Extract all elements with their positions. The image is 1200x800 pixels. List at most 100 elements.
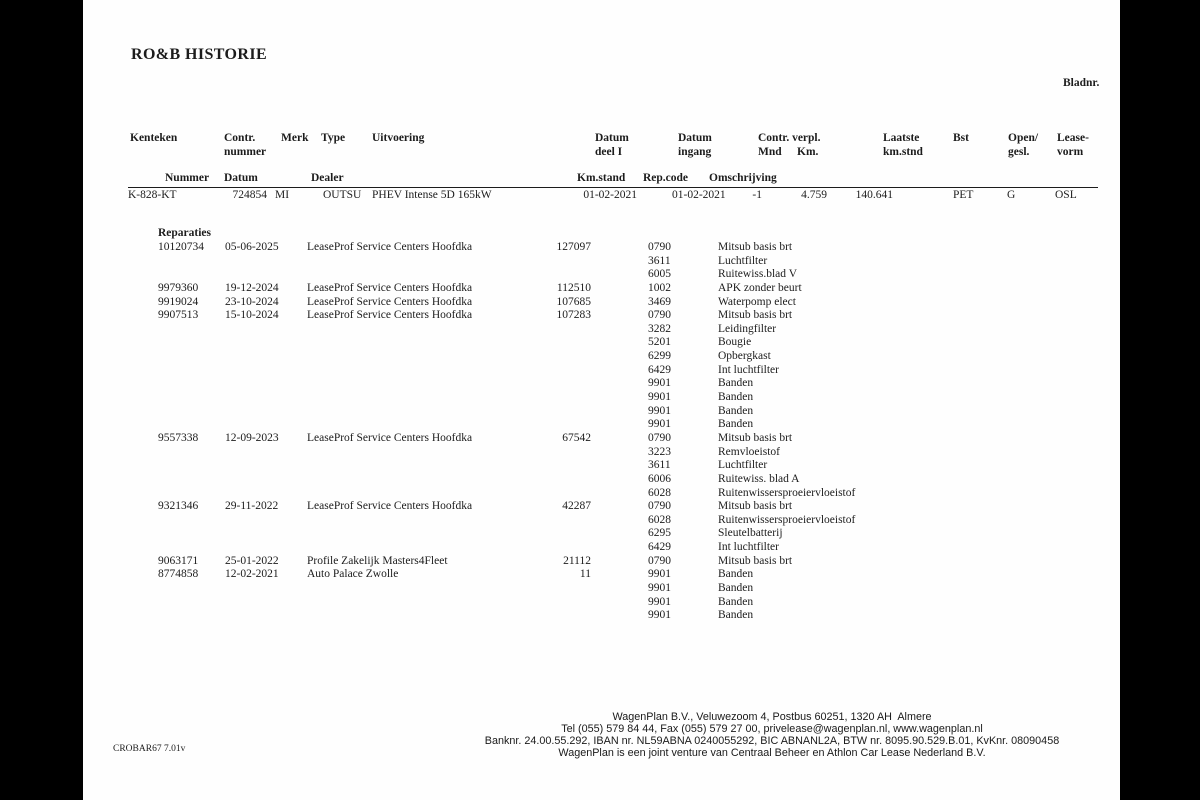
repair-omschrijving: Mitsub basis brt [718, 241, 793, 253]
repair-code: 0790 [648, 309, 671, 322]
repair-line: 9901 Banden [83, 609, 1120, 623]
repair-omschrijving: Ruitenwissersproeiervloeistof [718, 513, 856, 526]
repair-code: 6028 [648, 513, 671, 526]
repair-datum: 29-11-2022 [225, 500, 279, 513]
repair-line: 3611 Luchtfilter [83, 459, 1120, 473]
repair-omschrijving: Int luchtfilter [718, 541, 779, 554]
repair-datum: 19-12-2024 [225, 281, 279, 294]
contract-nummer: 724854 [232, 189, 268, 201]
repair-omschrijving: Luchtfilter [718, 459, 768, 472]
contract-merk: MI [275, 189, 290, 201]
repair-line: 9907513 15-10-2024 LeaseProf Service Cente… [83, 309, 1120, 323]
repair-datum: 12-09-2023 [225, 431, 279, 444]
repair-omschrijving: Mitsub basis brt [718, 554, 793, 567]
repair-code: 9901 [648, 404, 671, 417]
repair-dealer: Auto Palace Zwolle [307, 568, 399, 581]
repair-code: 6429 [648, 363, 671, 376]
repair-omschrijving: Bougie [718, 336, 752, 349]
repair-datum: 23-10-2024 [225, 295, 279, 308]
repair-line: 9901 Banden [83, 596, 1120, 610]
repair-omschrijving: Banden [718, 418, 754, 431]
repair-nummer: 9979360 [158, 281, 199, 294]
repair-line: 9901 Banden [83, 391, 1120, 405]
repair-kmstand: 112510 [556, 281, 591, 294]
col-header-mnd: Mnd [758, 145, 782, 158]
repair-line: 3223 Remvloeistof [83, 446, 1120, 460]
repair-nummer: 9063171 [158, 554, 199, 567]
repair-code: 6005 [648, 268, 671, 281]
repair-omschrijving: Remvloeistof [718, 445, 780, 458]
repair-dealer: Profile Zakelijk Masters4Fleet [307, 554, 448, 567]
report-page: RO&B HISTORIE Bladnr. Kenteken Contr. nu… [83, 0, 1120, 800]
contract-datum-deel1: 01-02-2021 [583, 189, 637, 201]
repair-omschrijving: Banden [718, 404, 754, 417]
repair-line: 9063171 25-01-2022 Profile Zakelijk Master… [83, 555, 1120, 569]
reparaties-section-label: Reparaties [158, 227, 212, 239]
repair-omschrijving: Banden [718, 377, 754, 390]
col-header-contr-nummer: Contr. nummer [224, 132, 267, 158]
col-header-omschrijving: Omschrijving [709, 172, 777, 184]
contract-uitvoering: PHEV Intense 5D 165kW [372, 189, 492, 201]
repair-omschrijving: Banden [718, 568, 754, 581]
repair-code: 9901 [648, 582, 671, 595]
repair-nummer: 10120734 [158, 241, 204, 253]
col-header-uitvoering: Uitvoering [372, 132, 425, 144]
repair-line: 9901 Banden [83, 377, 1120, 391]
repair-dealer: LeaseProf Service Centers Hoofdka [307, 500, 473, 513]
repair-code: 6028 [648, 486, 671, 499]
repair-line: 9979360 19-12-2024 LeaseProf Service Cente… [83, 282, 1120, 296]
repair-dealer: LeaseProf Service Centers Hoofdka [307, 281, 473, 294]
repair-omschrijving: APK zonder beurt [718, 281, 802, 294]
repair-datum: 25-01-2022 [225, 554, 279, 567]
repair-line: 6028 Ruitenwissersproeiervloeistof [83, 514, 1120, 528]
repair-omschrijving: Ruitewiss. blad A [718, 472, 800, 485]
repair-dealer: LeaseProf Service Centers Hoofdka [307, 309, 473, 322]
col-header-dealer: Dealer [311, 172, 344, 184]
col-header-datum: Datum [224, 172, 258, 184]
repair-omschrijving: Mitsub basis brt [718, 431, 793, 444]
col-header-km: Km. [797, 145, 819, 158]
repair-line: 5201 Bougie [83, 336, 1120, 350]
repair-code: 6295 [648, 527, 671, 540]
footer-line: WagenPlan is een joint venture van Centr… [558, 747, 986, 759]
contract-type: OUTSU [323, 189, 362, 201]
repair-code: 9901 [648, 595, 671, 608]
col-header-kenteken: Kenteken [130, 132, 178, 144]
repair-dealer: LeaseProf Service Centers Hoofdka [307, 241, 473, 253]
repair-code: 9901 [648, 418, 671, 431]
col-header-datum-deel1: Datum deel I [595, 132, 629, 158]
contract-laatste-kmstnd: 140.641 [855, 189, 893, 201]
repair-omschrijving: Opbergkast [718, 350, 771, 363]
repair-code: 3611 [648, 459, 671, 472]
repair-omschrijving: Sleutelbatterij [718, 527, 783, 540]
repair-line: 6006 Ruitewiss. blad A [83, 473, 1120, 487]
repair-line: 9901 Banden [83, 405, 1120, 419]
col-header-nummer: Nummer [165, 172, 210, 184]
repair-code: 6429 [648, 541, 671, 554]
repair-code: 9901 [648, 568, 671, 581]
repair-kmstand: 42287 [562, 500, 591, 513]
contract-leasevorm: OSL [1055, 189, 1077, 201]
contract-open-gesl: G [1007, 189, 1016, 201]
repair-omschrijving: Int luchtfilter [718, 363, 779, 376]
repair-line: 6005 Ruitewiss.blad V [83, 268, 1120, 282]
footer: WagenPlan B.V., Veluwezoom 4, Postbus 60… [352, 711, 1192, 759]
col-header-bst: Bst [953, 132, 969, 144]
repair-code: 3282 [648, 322, 671, 335]
repair-datum: 15-10-2024 [225, 309, 279, 322]
col-header-type: Type [321, 132, 346, 144]
report-version-label: CROBAR67 7.01v [113, 744, 186, 754]
col-header-leasevorm: Lease- vorm [1057, 132, 1089, 158]
repair-line: 6429 Int luchtfilter [83, 541, 1120, 555]
repair-omschrijving: Mitsub basis brt [718, 500, 793, 513]
repair-kmstand: 21112 [563, 554, 591, 567]
repair-line: 9919024 23-10-2024 LeaseProf Service Cente… [83, 296, 1120, 310]
repair-line: 3611 Luchtfilter [83, 255, 1120, 269]
repair-line: 6299 Opbergkast [83, 350, 1120, 364]
col-header-laatste-kmstnd: Laatste km.stnd [883, 132, 923, 158]
repair-nummer: 9907513 [158, 309, 199, 322]
repair-nummer: 9557338 [158, 431, 199, 444]
contract-kenteken: K-828-KT [128, 189, 177, 201]
repair-line: 3282 Leidingfilter [83, 323, 1120, 337]
repair-code: 3223 [648, 445, 671, 458]
